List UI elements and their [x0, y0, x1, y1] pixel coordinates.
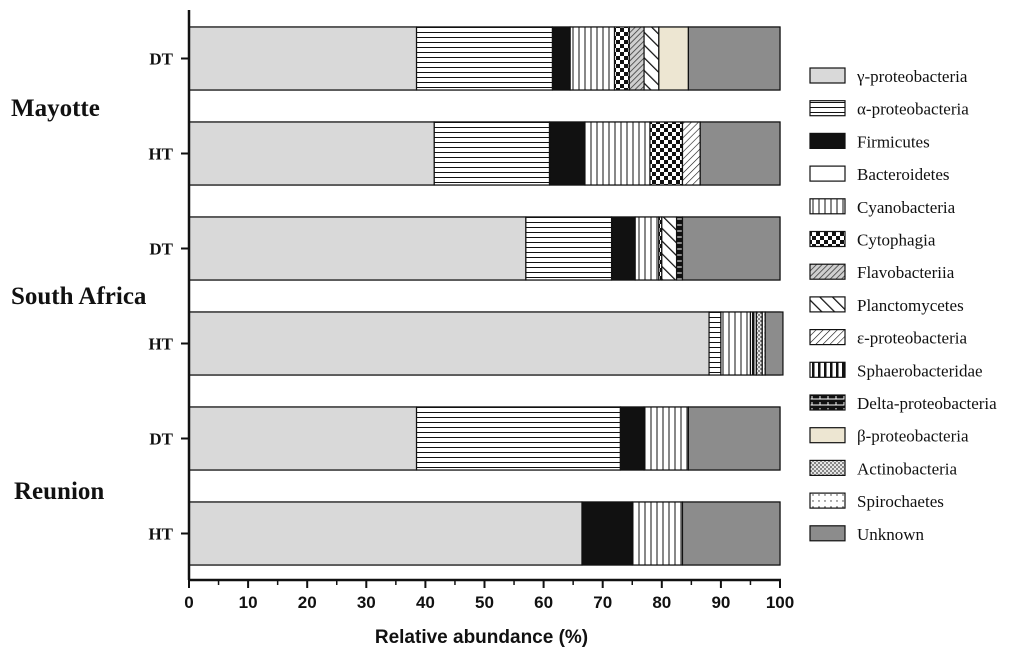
row-label-4: HT	[148, 335, 173, 354]
legend-swatch-bacteroidetes	[810, 166, 845, 181]
row-label-1: DT	[149, 50, 173, 69]
x-tick-label: 20	[298, 593, 317, 612]
bar-planctomycetes-row-1	[644, 27, 659, 90]
bar-proteobacteria-row-4	[189, 312, 709, 375]
legend-label-planctomycetes: Planctomycetes	[857, 296, 964, 315]
legend-label-cyanobacteria: Cyanobacteria	[857, 198, 956, 217]
bar-proteobacteria-row-3	[526, 217, 612, 280]
legend-label-proteobacteria: γ-proteobacteria	[856, 67, 968, 86]
legend-swatch-firmicutes	[810, 133, 845, 148]
legend-swatch-actinobacteria	[810, 460, 845, 475]
legend-label-unknown: Unknown	[857, 525, 925, 544]
bar-flavobacteriia-row-1	[629, 27, 644, 90]
bar-delta-proteobacteria-row-3	[677, 217, 683, 280]
legend-label-actinobacteria: Actinobacteria	[857, 459, 958, 478]
legend-label-delta-proteobacteria: Delta-proteobacteria	[857, 394, 997, 413]
legend-swatch-proteobacteria	[810, 68, 845, 83]
bar-proteobacteria-row-6	[189, 502, 582, 565]
bar-unknown-row-6	[682, 502, 780, 565]
group-label-south-africa: South Africa	[11, 283, 147, 310]
legend-label-proteobacteria: β-proteobacteria	[857, 427, 969, 446]
bar-firmicutes-row-2	[550, 122, 585, 185]
bar-area	[189, 27, 783, 565]
bar-firmicutes-row-5	[620, 407, 644, 470]
bar-proteobacteria-row-5	[417, 407, 621, 470]
bar-cyanobacteria-row-6	[632, 502, 682, 565]
x-tick-label: 60	[534, 593, 553, 612]
legend-swatch-sphaerobacteridae	[810, 362, 845, 377]
x-tick-label: 90	[711, 593, 730, 612]
bar-proteobacteria-row-2	[189, 122, 434, 185]
bar-proteobacteria-row-5	[189, 407, 417, 470]
legend-swatch-cytophagia	[810, 232, 845, 247]
bar-proteobacteria-row-2	[434, 122, 549, 185]
bar-firmicutes-row-1	[552, 27, 570, 90]
x-tick-label: 30	[357, 593, 376, 612]
row-label-5: DT	[149, 430, 173, 449]
row-label-6: HT	[148, 525, 173, 544]
bar-proteobacteria-row-2	[682, 122, 700, 185]
legend-label-firmicutes: Firmicutes	[857, 132, 930, 151]
bar-unknown-row-5	[688, 407, 780, 470]
bar-cyanobacteria-row-3	[635, 217, 659, 280]
legend-swatch-planctomycetes	[810, 297, 845, 312]
legend-label-flavobacteriia: Flavobacteriia	[857, 263, 955, 282]
x-tick-label: 0	[184, 593, 193, 612]
legend: γ-proteobacteria α-proteobacteria Firmicut…	[810, 67, 997, 544]
x-tick-label: 70	[593, 593, 612, 612]
bar-proteobacteria-row-1	[189, 27, 417, 90]
bar-proteobacteria-row-1	[659, 27, 689, 90]
legend-label-spirochaetes: Spirochaetes	[857, 492, 944, 511]
x-tick-label: 80	[652, 593, 671, 612]
x-tick-label: 50	[475, 593, 494, 612]
row-label-3: DT	[149, 240, 173, 259]
legend-label-proteobacteria: ε-proteobacteria	[857, 329, 967, 348]
legend-swatch-proteobacteria	[810, 330, 845, 345]
bar-proteobacteria-row-3	[189, 217, 526, 280]
legend-swatch-unknown	[810, 526, 845, 541]
labels: DT HT DT HT DT HT Mayotte South Africa Reunion	[11, 50, 189, 544]
bar-cytophagia-row-1	[615, 27, 630, 90]
bar-proteobacteria-row-1	[417, 27, 553, 90]
bar-unknown-row-3	[682, 217, 780, 280]
legend-swatch-delta-proteobacteria	[810, 395, 845, 410]
bar-cyanobacteria-row-5	[644, 407, 688, 470]
bar-sphaerobacteridae-row-4	[750, 312, 756, 375]
legend-label-proteobacteria: α-proteobacteria	[857, 100, 969, 119]
x-tick-label: 10	[239, 593, 258, 612]
bar-cyanobacteria-row-1	[570, 27, 614, 90]
row-label-2: HT	[148, 145, 173, 164]
bar-firmicutes-row-3	[612, 217, 636, 280]
legend-swatch-proteobacteria	[810, 101, 845, 116]
x-tick-label: 40	[416, 593, 435, 612]
bar-cytophagia-row-2	[650, 122, 683, 185]
bar-unknown-row-4	[765, 312, 783, 375]
legend-swatch-cyanobacteria	[810, 199, 845, 214]
x-axis-title: Relative abundance (%)	[375, 627, 588, 648]
group-label-reunion: Reunion	[14, 478, 104, 505]
legend-label-bacteroidetes: Bacteroidetes	[857, 165, 950, 184]
group-label-mayotte: Mayotte	[11, 95, 100, 122]
bar-unknown-row-1	[688, 27, 780, 90]
bar-proteobacteria-row-4	[709, 312, 721, 375]
bar-cyanobacteria-row-4	[721, 312, 751, 375]
legend-swatch-spirochaetes	[810, 493, 845, 508]
legend-swatch-proteobacteria	[810, 428, 845, 443]
legend-swatch-flavobacteriia	[810, 264, 845, 279]
bar-cyanobacteria-row-2	[585, 122, 650, 185]
bar-firmicutes-row-6	[582, 502, 632, 565]
legend-label-cytophagia: Cytophagia	[857, 231, 936, 250]
bar-actinobacteria-row-4	[756, 312, 762, 375]
legend-label-sphaerobacteridae: Sphaerobacteridae	[857, 361, 983, 380]
bar-planctomycetes-row-3	[662, 217, 677, 280]
bar-unknown-row-2	[700, 122, 780, 185]
x-tick-label: 100	[766, 593, 794, 612]
